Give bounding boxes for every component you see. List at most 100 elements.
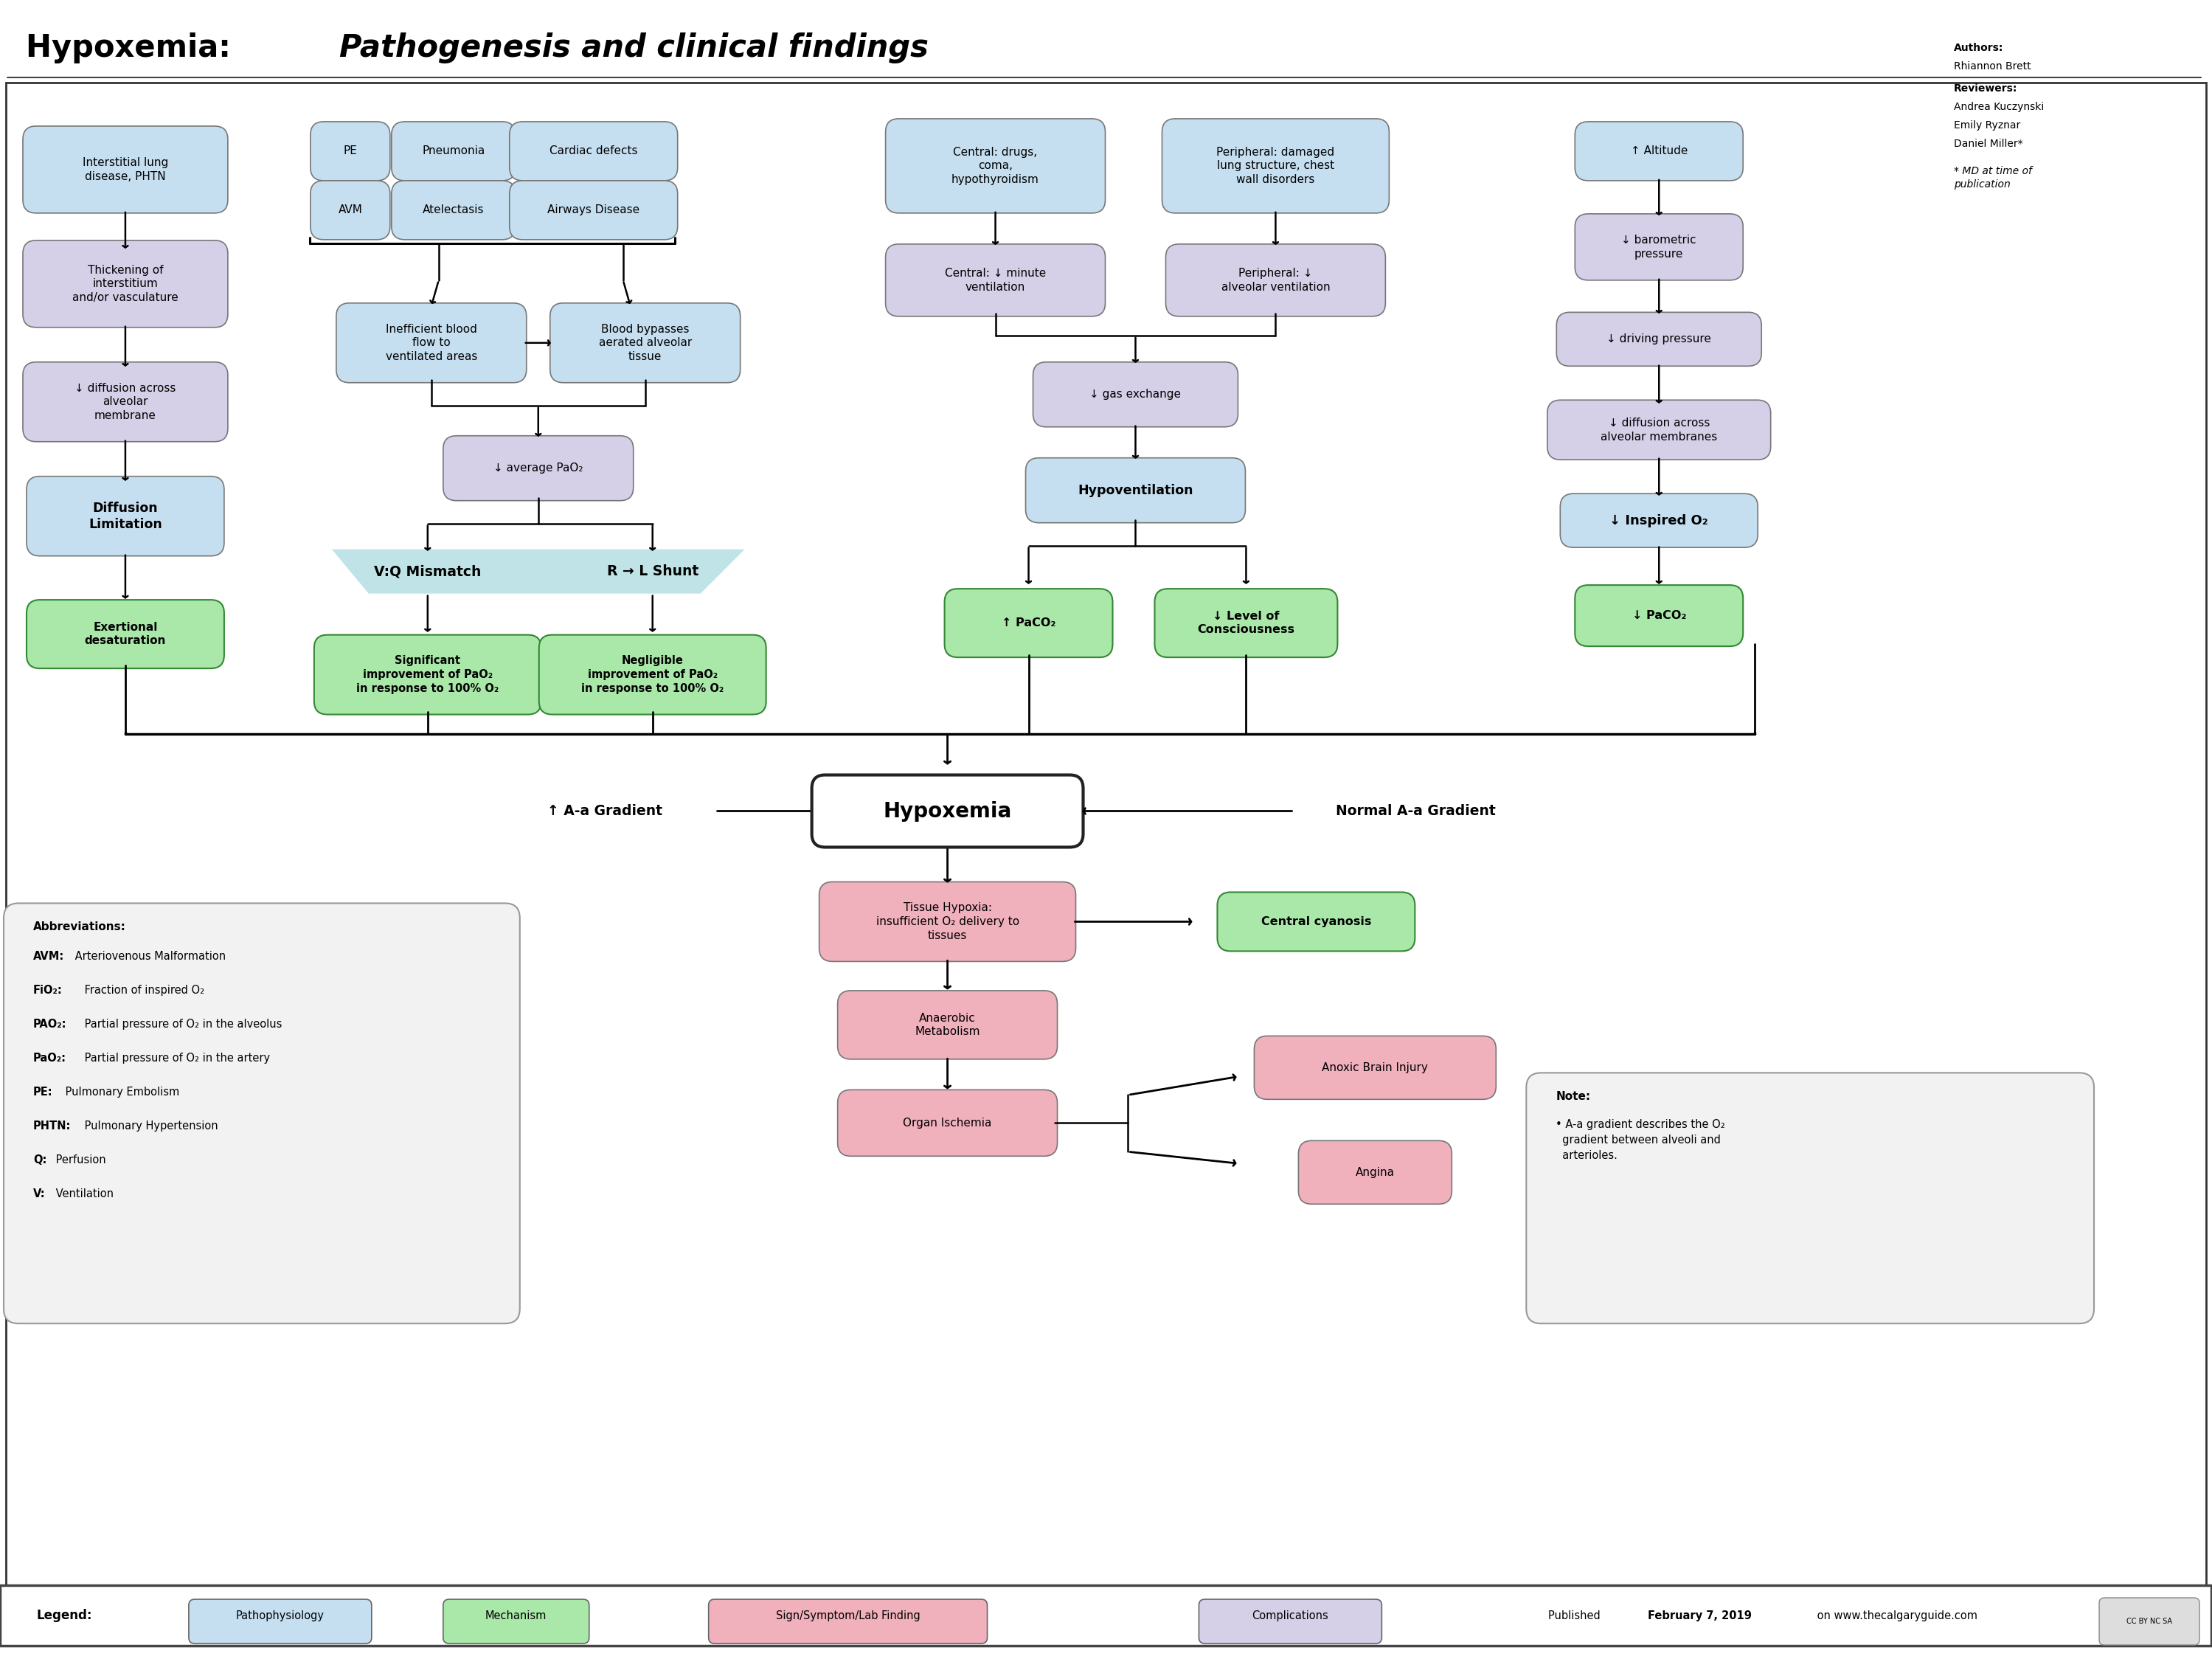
FancyBboxPatch shape — [1026, 458, 1245, 523]
FancyBboxPatch shape — [1166, 244, 1385, 317]
FancyBboxPatch shape — [885, 244, 1106, 317]
Text: Authors:: Authors: — [1953, 43, 2004, 53]
Text: Atelectasis: Atelectasis — [422, 204, 484, 216]
Text: Fraction of inspired O₂: Fraction of inspired O₂ — [82, 985, 204, 995]
Text: Angina: Angina — [1356, 1166, 1396, 1178]
FancyBboxPatch shape — [1575, 586, 1743, 647]
FancyBboxPatch shape — [838, 990, 1057, 1058]
Text: Partial pressure of O₂ in the alveolus: Partial pressure of O₂ in the alveolus — [82, 1019, 281, 1030]
FancyBboxPatch shape — [1526, 1073, 2095, 1324]
Text: ↑ Altitude: ↑ Altitude — [1630, 146, 1688, 156]
Text: Hypoxemia: Hypoxemia — [883, 801, 1011, 821]
Text: Pulmonary Embolism: Pulmonary Embolism — [62, 1087, 179, 1098]
Text: Significant
improvement of PaO₂
in response to 100% O₂: Significant improvement of PaO₂ in respo… — [356, 655, 500, 693]
FancyBboxPatch shape — [4, 902, 520, 1324]
FancyBboxPatch shape — [314, 635, 542, 715]
Text: Negligible
improvement of PaO₂
in response to 100% O₂: Negligible improvement of PaO₂ in respon… — [582, 655, 723, 693]
Text: Mechanism: Mechanism — [484, 1609, 546, 1621]
FancyBboxPatch shape — [1199, 1599, 1382, 1644]
FancyBboxPatch shape — [812, 775, 1084, 848]
Text: Anaerobic
Metabolism: Anaerobic Metabolism — [916, 1012, 980, 1037]
FancyBboxPatch shape — [27, 601, 223, 669]
FancyBboxPatch shape — [1557, 312, 1761, 367]
Text: Reviewers:: Reviewers: — [1953, 83, 2017, 93]
FancyBboxPatch shape — [1161, 119, 1389, 212]
FancyBboxPatch shape — [442, 436, 633, 501]
Text: * MD at time of
publication: * MD at time of publication — [1953, 166, 2033, 189]
Text: CC BY NC SA: CC BY NC SA — [2126, 1618, 2172, 1626]
Text: Anoxic Brain Injury: Anoxic Brain Injury — [1323, 1062, 1429, 1073]
FancyBboxPatch shape — [1298, 1141, 1451, 1204]
Text: ↑ PaCO₂: ↑ PaCO₂ — [1002, 617, 1055, 629]
Text: ↓ barometric
pressure: ↓ barometric pressure — [1621, 234, 1697, 259]
Text: PAO₂:: PAO₂: — [33, 1019, 66, 1030]
FancyBboxPatch shape — [1546, 400, 1770, 460]
Text: Andrea Kuczynski: Andrea Kuczynski — [1953, 101, 2044, 113]
Text: Central: ↓ minute
ventilation: Central: ↓ minute ventilation — [945, 267, 1046, 292]
Text: Airways Disease: Airways Disease — [546, 204, 639, 216]
Text: Ventilation: Ventilation — [53, 1188, 113, 1199]
FancyBboxPatch shape — [1575, 121, 1743, 181]
Text: Pneumonia: Pneumonia — [422, 146, 484, 156]
Text: PHTN:: PHTN: — [33, 1121, 71, 1131]
Text: Complications: Complications — [1252, 1609, 1329, 1621]
Text: ↑ A-a Gradient: ↑ A-a Gradient — [546, 805, 661, 818]
Text: PE:: PE: — [33, 1087, 53, 1098]
FancyBboxPatch shape — [551, 304, 741, 383]
Text: AVM:: AVM: — [33, 951, 64, 962]
Text: Peripheral: damaged
lung structure, chest
wall disorders: Peripheral: damaged lung structure, ches… — [1217, 146, 1334, 186]
Text: Published: Published — [1548, 1609, 1604, 1621]
FancyBboxPatch shape — [442, 1599, 588, 1644]
Text: Central: drugs,
coma,
hypothyroidism: Central: drugs, coma, hypothyroidism — [951, 146, 1040, 186]
Text: Arteriovenous Malformation: Arteriovenous Malformation — [71, 951, 226, 962]
FancyBboxPatch shape — [0, 1586, 2212, 1646]
Text: Diffusion
Limitation: Diffusion Limitation — [88, 501, 161, 531]
Text: Partial pressure of O₂ in the artery: Partial pressure of O₂ in the artery — [82, 1053, 270, 1063]
Text: Note:: Note: — [1555, 1092, 1590, 1102]
Text: V:Q Mismatch: V:Q Mismatch — [374, 564, 482, 579]
FancyBboxPatch shape — [336, 304, 526, 383]
Text: • A-a gradient describes the O₂
  gradient between alveoli and
  arterioles.: • A-a gradient describes the O₂ gradient… — [1555, 1120, 1725, 1161]
Text: Emily Ryznar: Emily Ryznar — [1953, 119, 2020, 131]
FancyBboxPatch shape — [392, 181, 515, 239]
Text: ↓ diffusion across
alveolar membranes: ↓ diffusion across alveolar membranes — [1601, 418, 1717, 443]
FancyBboxPatch shape — [818, 883, 1075, 962]
FancyBboxPatch shape — [392, 121, 515, 181]
FancyBboxPatch shape — [540, 635, 765, 715]
FancyBboxPatch shape — [1559, 494, 1759, 547]
FancyBboxPatch shape — [22, 241, 228, 327]
FancyBboxPatch shape — [838, 1090, 1057, 1156]
FancyBboxPatch shape — [27, 476, 223, 556]
FancyBboxPatch shape — [885, 119, 1106, 212]
Text: Sign/Symptom/Lab Finding: Sign/Symptom/Lab Finding — [776, 1609, 920, 1621]
Text: PaO₂:: PaO₂: — [33, 1053, 66, 1063]
FancyBboxPatch shape — [708, 1599, 987, 1644]
Text: Hypoventilation: Hypoventilation — [1077, 484, 1192, 498]
Text: Abbreviations:: Abbreviations: — [33, 922, 126, 932]
FancyBboxPatch shape — [945, 589, 1113, 657]
Text: ↓ Inspired O₂: ↓ Inspired O₂ — [1610, 514, 1708, 528]
Text: Daniel Miller*: Daniel Miller* — [1953, 139, 2024, 149]
Text: Cardiac defects: Cardiac defects — [549, 146, 637, 156]
Text: Inefficient blood
flow to
ventilated areas: Inefficient blood flow to ventilated are… — [385, 324, 478, 362]
FancyBboxPatch shape — [188, 1599, 372, 1644]
Text: Pulmonary Hypertension: Pulmonary Hypertension — [82, 1121, 219, 1131]
FancyBboxPatch shape — [310, 121, 389, 181]
Text: ↓ driving pressure: ↓ driving pressure — [1606, 333, 1712, 345]
FancyBboxPatch shape — [1033, 362, 1239, 426]
Text: V:: V: — [33, 1188, 46, 1199]
FancyBboxPatch shape — [1254, 1035, 1495, 1100]
Text: FiO₂:: FiO₂: — [33, 985, 62, 995]
Text: Thickening of
interstitium
and/or vasculature: Thickening of interstitium and/or vascul… — [73, 265, 179, 304]
Text: Perfusion: Perfusion — [53, 1155, 106, 1166]
Text: Hypoxemia:: Hypoxemia: — [27, 33, 241, 63]
FancyBboxPatch shape — [310, 181, 389, 239]
Text: Organ Ischemia: Organ Ischemia — [902, 1118, 991, 1128]
Polygon shape — [332, 549, 745, 594]
FancyBboxPatch shape — [1155, 589, 1338, 657]
Text: Peripheral: ↓
alveolar ventilation: Peripheral: ↓ alveolar ventilation — [1221, 267, 1329, 292]
FancyBboxPatch shape — [22, 362, 228, 441]
Text: Interstitial lung
disease, PHTN: Interstitial lung disease, PHTN — [82, 158, 168, 182]
Text: February 7, 2019: February 7, 2019 — [1648, 1609, 1752, 1621]
Text: Legend:: Legend: — [38, 1609, 93, 1623]
